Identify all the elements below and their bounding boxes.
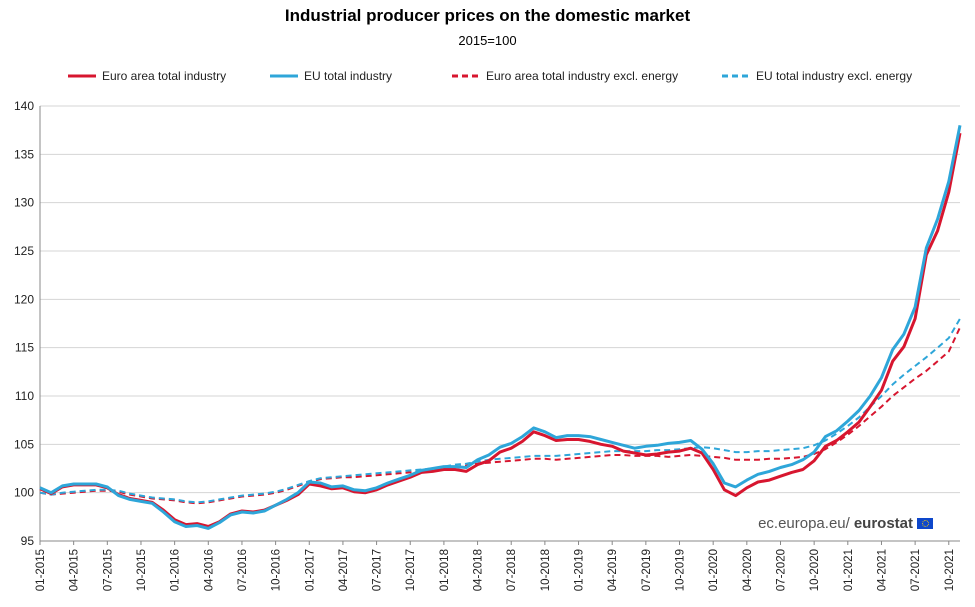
x-tick-label: 04-2020 [742, 549, 754, 591]
y-tick-label: 125 [14, 244, 34, 258]
y-tick-label: 130 [14, 196, 34, 210]
x-tick-label: 04-2017 [338, 549, 350, 591]
x-tick-label: 07-2020 [775, 549, 787, 591]
x-tick-label: 04-2019 [607, 549, 619, 591]
chart-subtitle: 2015=100 [458, 33, 517, 48]
x-tick-label: 07-2021 [910, 549, 922, 591]
x-tick-label: 01-2020 [708, 549, 720, 591]
x-tick-label: 01-2015 [35, 549, 47, 591]
x-tick-label: 01-2016 [170, 549, 182, 591]
x-tick-label: 01-2019 [574, 549, 586, 591]
legend: Euro area total industry EU total industr… [68, 69, 912, 83]
legend-label: Euro area total industry excl. energy [486, 69, 678, 83]
legend-label: Euro area total industry [102, 69, 226, 83]
y-tick-label: 135 [14, 147, 34, 161]
x-tick-label: 07-2016 [237, 549, 249, 591]
y-tick-label: 115 [15, 341, 34, 355]
source-brand: eurostat [853, 515, 913, 532]
source-prefix: ec.europa.eu/ [758, 515, 850, 532]
x-tick-label: 10-2019 [675, 549, 687, 591]
x-tick-label: 10-2017 [405, 549, 417, 591]
series-line [39, 318, 961, 504]
x-tick-label: 04-2016 [203, 549, 215, 591]
source-credit: ec.europa.eu/eurostat [756, 515, 935, 532]
x-tick-label: 04-2015 [69, 549, 81, 591]
x-tick-label: 10-2020 [809, 549, 821, 591]
series-line [39, 125, 962, 530]
x-tick-label: 07-2015 [102, 549, 114, 591]
x-tick-label: 10-2015 [136, 549, 148, 591]
x-tick-label: 01-2018 [439, 549, 451, 591]
x-tick-label: 10-2018 [540, 549, 552, 591]
series-line [39, 132, 962, 528]
x-tick-label: 07-2017 [372, 549, 384, 591]
y-tick-label: 95 [21, 534, 35, 548]
x-tick-label: 10-2021 [944, 549, 956, 591]
series-lines [39, 125, 962, 530]
x-tick-label: 01-2021 [843, 549, 855, 591]
legend-label: EU total industry [304, 69, 392, 83]
x-tick-label: 04-2021 [876, 549, 888, 591]
gridlines [40, 105, 960, 542]
y-tick-label: 110 [15, 389, 34, 403]
x-tick-label: 07-2018 [506, 549, 518, 591]
x-tick-label: 10-2016 [271, 549, 283, 591]
x-tick-label: 07-2019 [641, 549, 653, 591]
series-line [39, 326, 961, 505]
legend-label: EU total industry excl. energy [756, 69, 912, 83]
axes: 95 100 105 110 115 120 125 130 135 140 01-2015 04-2… [14, 99, 960, 591]
y-tick-label: 120 [14, 292, 34, 306]
eu-flag-icon [917, 518, 933, 529]
y-tick-label: 105 [14, 437, 34, 451]
y-tick-label: 140 [14, 99, 34, 113]
chart-title: Industrial producer prices on the domest… [284, 6, 691, 25]
x-tick-label: 04-2018 [473, 549, 485, 591]
y-tick-label: 100 [14, 486, 34, 500]
x-tick-label: 01-2017 [304, 549, 316, 591]
